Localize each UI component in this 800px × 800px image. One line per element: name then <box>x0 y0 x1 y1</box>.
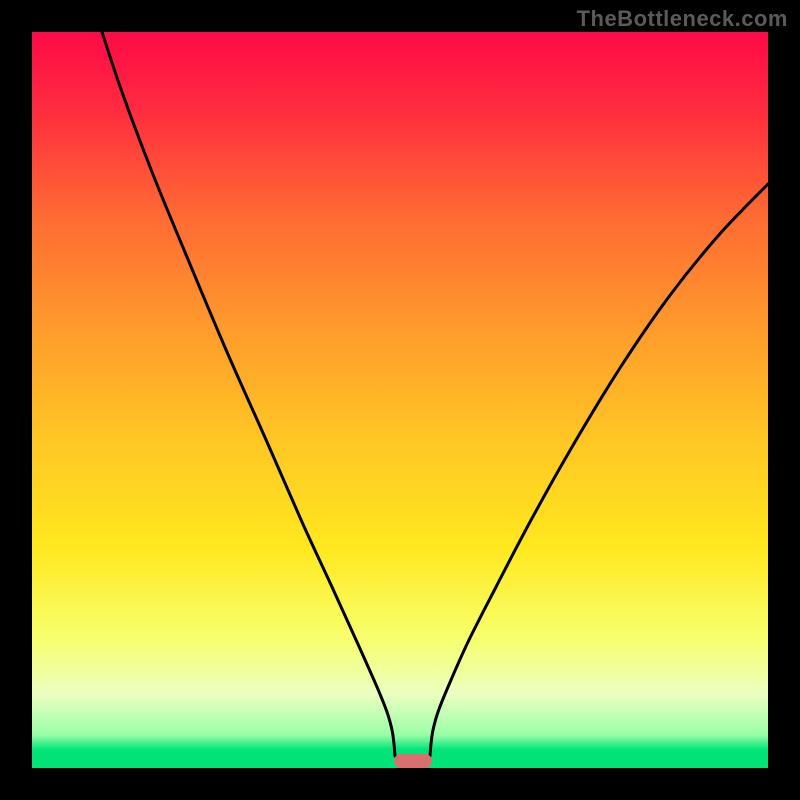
plot-area <box>32 32 768 768</box>
bottleneck-curve <box>32 32 768 768</box>
chart-container: TheBottleneck.com <box>0 0 800 800</box>
watermark: TheBottleneck.com <box>577 6 788 32</box>
minimum-marker <box>394 754 432 768</box>
